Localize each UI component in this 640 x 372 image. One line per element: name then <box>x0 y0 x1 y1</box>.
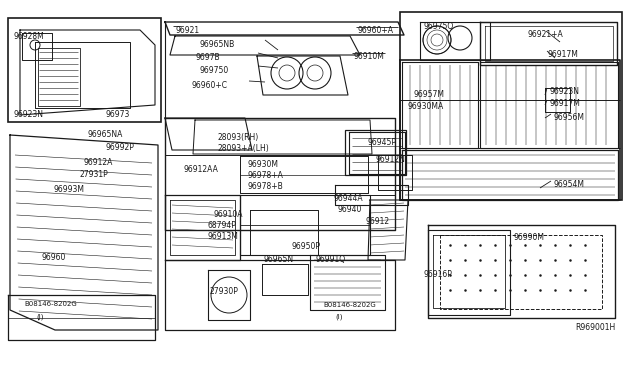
Text: 96917M: 96917M <box>547 50 578 59</box>
Text: 96960+C: 96960+C <box>191 81 227 90</box>
Text: 27931P: 27931P <box>80 170 109 179</box>
Text: 96960: 96960 <box>41 253 65 262</box>
Text: 28093(RH): 28093(RH) <box>218 133 259 142</box>
Text: 96973: 96973 <box>106 110 131 119</box>
Text: 96930MA: 96930MA <box>408 102 444 111</box>
Text: 96928M: 96928M <box>14 32 45 41</box>
Text: 96960+A: 96960+A <box>358 26 394 35</box>
Text: 96916P: 96916P <box>424 270 453 279</box>
Text: 96923N: 96923N <box>14 110 44 119</box>
Text: (I): (I) <box>335 314 342 321</box>
Text: B08146-8202G: B08146-8202G <box>24 301 77 307</box>
Text: 68794P: 68794P <box>207 221 236 230</box>
Text: 28093+A(LH): 28093+A(LH) <box>218 144 269 153</box>
Text: 96990M: 96990M <box>514 233 545 242</box>
Text: 96917M: 96917M <box>549 99 580 108</box>
Text: 96965NA: 96965NA <box>88 130 124 139</box>
Bar <box>440 235 602 309</box>
Text: 96921+A: 96921+A <box>527 30 563 39</box>
Text: 96913M: 96913M <box>207 232 238 241</box>
Bar <box>400 12 622 200</box>
Text: 96923N: 96923N <box>549 87 579 96</box>
Text: 96993M: 96993M <box>53 185 84 194</box>
Text: 96921: 96921 <box>175 26 199 35</box>
Text: 969750: 969750 <box>200 66 229 75</box>
Text: 96978+A: 96978+A <box>247 171 283 180</box>
Text: R969001H: R969001H <box>575 323 615 332</box>
Text: 27930P: 27930P <box>210 287 239 296</box>
Text: 96930M: 96930M <box>247 160 278 169</box>
Text: 96945P: 96945P <box>368 138 397 147</box>
Text: B08146-8202G: B08146-8202G <box>323 302 376 308</box>
Text: 96991Q: 96991Q <box>316 255 346 264</box>
Text: 96950P: 96950P <box>291 242 320 251</box>
Text: 9697B: 9697B <box>195 53 220 62</box>
Text: 96912A: 96912A <box>83 158 113 167</box>
Text: 96965NB: 96965NB <box>199 40 234 49</box>
Text: 96965N: 96965N <box>263 255 293 264</box>
Text: 96910A: 96910A <box>213 210 243 219</box>
Bar <box>345 130 406 175</box>
Text: 96912AA: 96912AA <box>184 165 219 174</box>
Text: 96957M: 96957M <box>413 90 444 99</box>
Text: 96912: 96912 <box>366 217 390 226</box>
Text: 96975Q: 96975Q <box>424 22 454 31</box>
Text: 96910M: 96910M <box>354 52 385 61</box>
Text: 96978+B: 96978+B <box>247 182 283 191</box>
Text: 96992P: 96992P <box>105 143 134 152</box>
Text: (J): (J) <box>36 313 44 320</box>
Text: 96954M: 96954M <box>553 180 584 189</box>
Text: 96956M: 96956M <box>553 113 584 122</box>
Bar <box>8 18 161 122</box>
Text: 96944A: 96944A <box>333 194 363 203</box>
Text: 96940: 96940 <box>337 205 362 214</box>
Text: 96912N: 96912N <box>375 155 405 164</box>
